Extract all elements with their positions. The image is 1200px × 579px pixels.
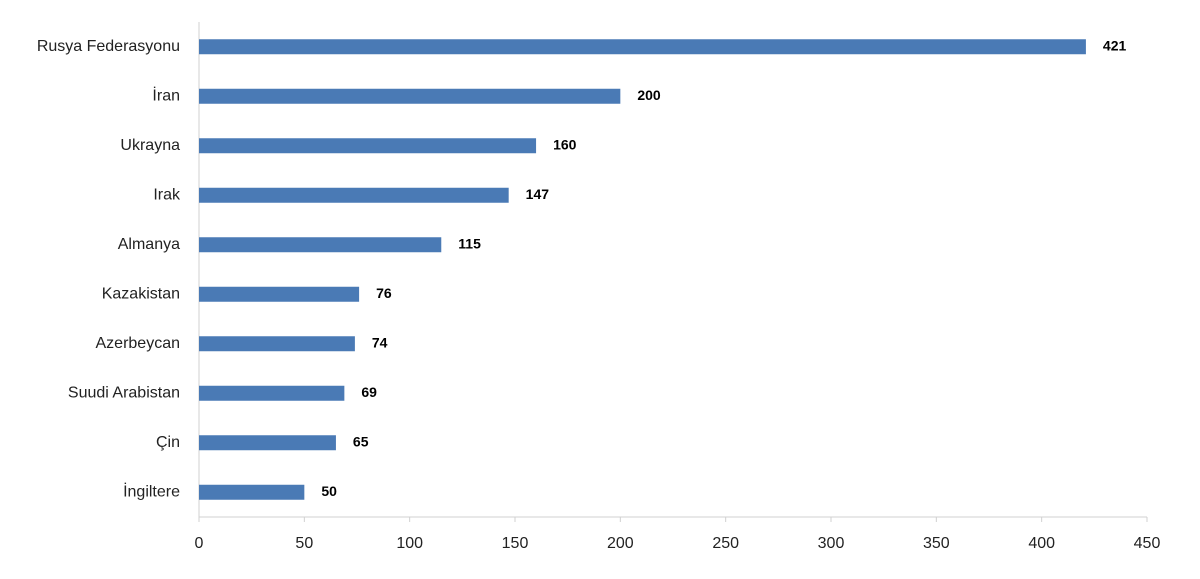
y-tick-label: Kazakistan [102, 285, 180, 302]
value-label: 74 [372, 334, 388, 350]
y-tick-label: Ukrayna [120, 137, 180, 154]
x-tick-label: 300 [818, 535, 845, 552]
x-tick-label: 250 [712, 535, 739, 552]
bar [199, 187, 509, 203]
bar [199, 484, 305, 500]
value-label: 76 [376, 285, 392, 301]
x-tick-label: 50 [295, 535, 313, 552]
value-label: 115 [458, 235, 481, 251]
y-tick-label: Çin [156, 434, 180, 451]
bar [199, 88, 621, 104]
bar [199, 237, 442, 253]
value-label: 50 [321, 483, 337, 499]
y-tick-label: Suudi Arabistan [68, 384, 180, 401]
y-tick-label: Irak [153, 186, 181, 203]
value-label: 421 [1103, 37, 1127, 53]
bar [199, 385, 345, 401]
bar [199, 336, 355, 352]
y-tick-label: Rusya Federasyonu [37, 38, 180, 55]
y-tick-label: İngiltere [123, 481, 180, 500]
x-tick-label: 400 [1028, 535, 1055, 552]
bar [199, 286, 360, 302]
value-label: 160 [553, 136, 577, 152]
y-tick-label: Azerbeycan [96, 335, 181, 352]
x-tick-label: 0 [195, 535, 204, 552]
y-tick-label: İran [152, 85, 180, 104]
x-tick-label: 450 [1134, 535, 1161, 552]
value-label: 69 [361, 384, 377, 400]
value-label: 200 [637, 87, 661, 103]
y-tick-label: Almanya [118, 236, 180, 253]
bar [199, 435, 336, 451]
x-tick-label: 100 [396, 535, 423, 552]
bar [199, 138, 537, 154]
bar [199, 39, 1086, 55]
value-label: 65 [353, 433, 369, 449]
x-tick-label: 150 [502, 535, 529, 552]
x-tick-label: 200 [607, 535, 634, 552]
value-label: 147 [526, 186, 550, 202]
x-tick-label: 350 [923, 535, 950, 552]
